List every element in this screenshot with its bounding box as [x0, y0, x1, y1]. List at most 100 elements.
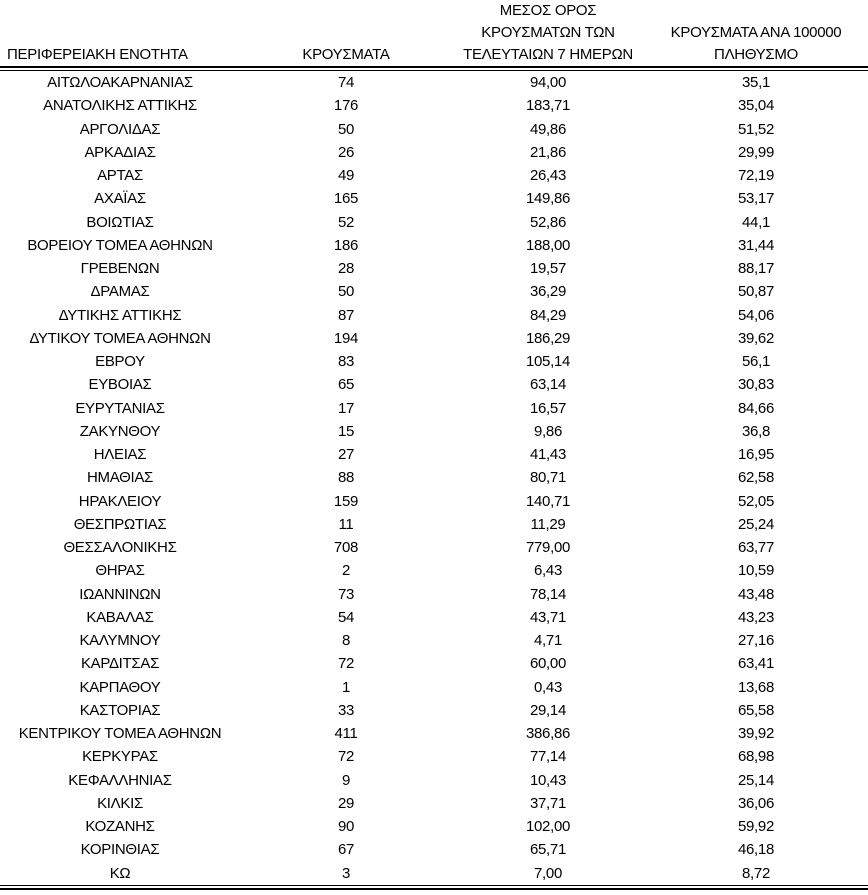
table-row: ΔΥΤΙΚΟΥ ΤΟΜΕΑ ΑΘΗΝΩΝ 194 186,29 39,62	[0, 327, 868, 350]
cell-cases: 27	[337, 446, 355, 464]
header-cases-column: ΚΡΟΥΣΜΑΤΑ	[302, 46, 390, 63]
table-row: ΚΑΡΠΑΘΟΥ 1 0,43 13,68	[0, 676, 868, 699]
cell-cases: 28	[337, 260, 355, 278]
cell-per-100k: 53,17	[737, 190, 775, 208]
cell-region: ΑΡΓΟΛΙΔΑΣ	[79, 120, 161, 138]
cell-7day-average: 10,43	[529, 771, 567, 789]
cell-region: ΚΟΖΑΝΗΣ	[85, 818, 155, 836]
cell-per-100k: 30,83	[737, 376, 775, 394]
cell-7day-average: 29,14	[529, 701, 567, 719]
table-row: ΕΥΒΟΙΑΣ 65 63,14 30,83	[0, 373, 868, 396]
cell-cases: 90	[337, 818, 355, 836]
cell-cases: 186	[333, 236, 359, 254]
cell-region: ΑΡΚΑΔΙΑΣ	[84, 143, 156, 161]
table-row: ΚΟΡΙΝΘΙΑΣ 67 65,71 46,18	[0, 838, 868, 861]
cell-cases: 29	[337, 794, 355, 812]
cell-per-100k: 39,62	[737, 329, 775, 347]
cell-cases: 72	[337, 748, 355, 766]
cell-7day-average: 7,00	[534, 864, 562, 882]
header-7day-line-3: ΤΕΛΕΥΤΑΙΩΝ 7 ΗΜΕΡΩΝ	[463, 46, 633, 63]
cell-per-100k: 25,24	[737, 515, 775, 533]
cell-per-100k: 62,58	[737, 469, 775, 487]
cell-cases: 3	[341, 864, 351, 882]
cell-per-100k: 16,95	[737, 446, 775, 464]
table-row: ΒΟΙΩΤΙΑΣ 52 52,86 44,1	[0, 211, 868, 234]
cell-cases: 165	[333, 190, 359, 208]
cell-7day-average: 19,57	[529, 260, 567, 278]
cell-cases: 9	[341, 771, 351, 789]
header-7day-line-1: ΜΕΣΟΣ ΟΡΟΣ	[499, 2, 597, 19]
table-row: ΑΝΑΤΟΛΙΚΗΣ ΑΤΤΙΚΗΣ 176 183,71 35,04	[0, 94, 868, 117]
cell-region: ΓΡΕΒΕΝΩΝ	[80, 260, 160, 278]
cell-region: ΙΩΑΝΝΙΝΩΝ	[79, 585, 161, 603]
table-row: ΚΑΛΥΜΝΟΥ 8 4,71 27,16	[0, 629, 868, 652]
cell-per-100k: 65,58	[737, 701, 775, 719]
table-row: ΑΡΚΑΔΙΑΣ 26 21,86 29,99	[0, 141, 868, 164]
cell-cases: 72	[337, 655, 355, 673]
table-body: ΑΙΤΩΛΟΑΚΑΡΝΑΝΙΑΣ 74 94,00 35,1 ΑΝΑΤΟΛΙΚΗ…	[0, 71, 868, 885]
cell-per-100k: 50,87	[737, 283, 775, 301]
cell-per-100k: 63,77	[737, 539, 775, 557]
cell-per-100k: 25,14	[737, 771, 775, 789]
cell-per-100k: 63,41	[737, 655, 775, 673]
cell-region: ΒΟΙΩΤΙΑΣ	[86, 213, 154, 231]
cell-region: ΑΡΤΑΣ	[97, 167, 143, 185]
header-per-100k-line-1: ΚΡΟΥΣΜΑΤΑ ΑΝΑ 100000	[670, 24, 842, 41]
header-per-100k-column: ΚΡΟΥΣΜΑΤΑ ΑΝΑ 100000 ΠΛΗΘΥΣΜΟ	[644, 22, 868, 66]
cell-7day-average: 9,86	[534, 422, 562, 440]
cell-region: ΔΥΤΙΚΟΥ ΤΟΜΕΑ ΑΘΗΝΩΝ	[29, 329, 211, 347]
cell-per-100k: 8,72	[742, 864, 770, 882]
cell-7day-average: 149,86	[525, 190, 571, 208]
table-row: ΑΧΑΪΑΣ 165 149,86 53,17	[0, 187, 868, 210]
cell-region: ΚΑΛΥΜΝΟΥ	[79, 632, 161, 650]
header-divider	[0, 66, 868, 71]
cell-cases: 52	[337, 213, 355, 231]
cell-7day-average: 65,71	[529, 841, 567, 859]
cell-7day-average: 26,43	[529, 167, 567, 185]
table-row: ΘΕΣΠΡΩΤΙΑΣ 11 11,29 25,24	[0, 513, 868, 536]
cell-per-100k: 39,92	[737, 725, 775, 743]
cell-7day-average: 41,43	[529, 446, 567, 464]
table-row: ΔΥΤΙΚΗΣ ΑΤΤΙΚΗΣ 87 84,29 54,06	[0, 304, 868, 327]
cell-cases: 83	[337, 353, 355, 371]
table-row: ΙΩΑΝΝΙΝΩΝ 73 78,14 43,48	[0, 583, 868, 606]
cell-7day-average: 63,14	[529, 376, 567, 394]
table-row: ΚΑΒΑΛΑΣ 54 43,71 43,23	[0, 606, 868, 629]
cell-cases: 411	[334, 725, 358, 743]
bottom-divider	[0, 884, 868, 890]
cell-cases: 2	[341, 562, 351, 580]
cell-region: ΚΑΡΠΑΘΟΥ	[79, 678, 161, 696]
cell-region: ΕΒΡΟΥ	[95, 353, 145, 371]
cell-region: ΖΑΚΥΝΘΟΥ	[79, 422, 161, 440]
cell-cases: 33	[337, 701, 355, 719]
cell-region: ΕΥΒΟΙΑΣ	[88, 376, 152, 394]
cell-region: ΗΡΑΚΛΕΙΟΥ	[78, 492, 162, 510]
cell-cases: 176	[333, 97, 359, 115]
cell-7day-average: 94,00	[529, 74, 567, 92]
cell-cases: 73	[337, 585, 355, 603]
cell-cases: 87	[337, 306, 355, 324]
table-row: ΚΕΦΑΛΛΗΝΙΑΣ 9 10,43 25,14	[0, 769, 868, 792]
cell-per-100k: 68,98	[737, 748, 775, 766]
table-row: ΑΡΓΟΛΙΔΑΣ 50 49,86 51,52	[0, 118, 868, 141]
cell-7day-average: 0,43	[534, 678, 562, 696]
table-row: ΕΒΡΟΥ 83 105,14 56,1	[0, 350, 868, 373]
cell-region: ΗΛΕΙΑΣ	[93, 446, 147, 464]
cell-cases: 8	[341, 632, 351, 650]
cell-per-100k: 29,99	[737, 143, 775, 161]
cell-per-100k: 84,66	[737, 399, 775, 417]
cell-region: ΚΟΡΙΝΘΙΑΣ	[80, 841, 160, 859]
cell-region: ΘΗΡΑΣ	[95, 562, 145, 580]
cell-7day-average: 52,86	[529, 213, 567, 231]
cell-cases: 54	[337, 608, 355, 626]
cell-7day-average: 183,71	[525, 97, 571, 115]
cell-region: ΚΕΡΚΥΡΑΣ	[82, 748, 158, 766]
cell-cases: 65	[337, 376, 355, 394]
cell-7day-average: 16,57	[529, 399, 567, 417]
table-row: ΚΕΡΚΥΡΑΣ 72 77,14 68,98	[0, 745, 868, 768]
cell-per-100k: 36,06	[737, 794, 775, 812]
table-row: ΚΑΡΔΙΤΣΑΣ 72 60,00 63,41	[0, 652, 868, 675]
cell-7day-average: 4,71	[534, 632, 562, 650]
cell-per-100k: 59,92	[737, 818, 775, 836]
